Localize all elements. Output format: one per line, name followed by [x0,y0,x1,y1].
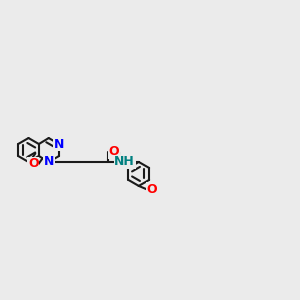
Text: N: N [44,155,54,169]
Text: N: N [54,137,64,151]
Text: O: O [147,183,158,196]
Text: O: O [28,158,39,170]
Text: NH: NH [114,155,135,169]
Text: O: O [108,145,119,158]
